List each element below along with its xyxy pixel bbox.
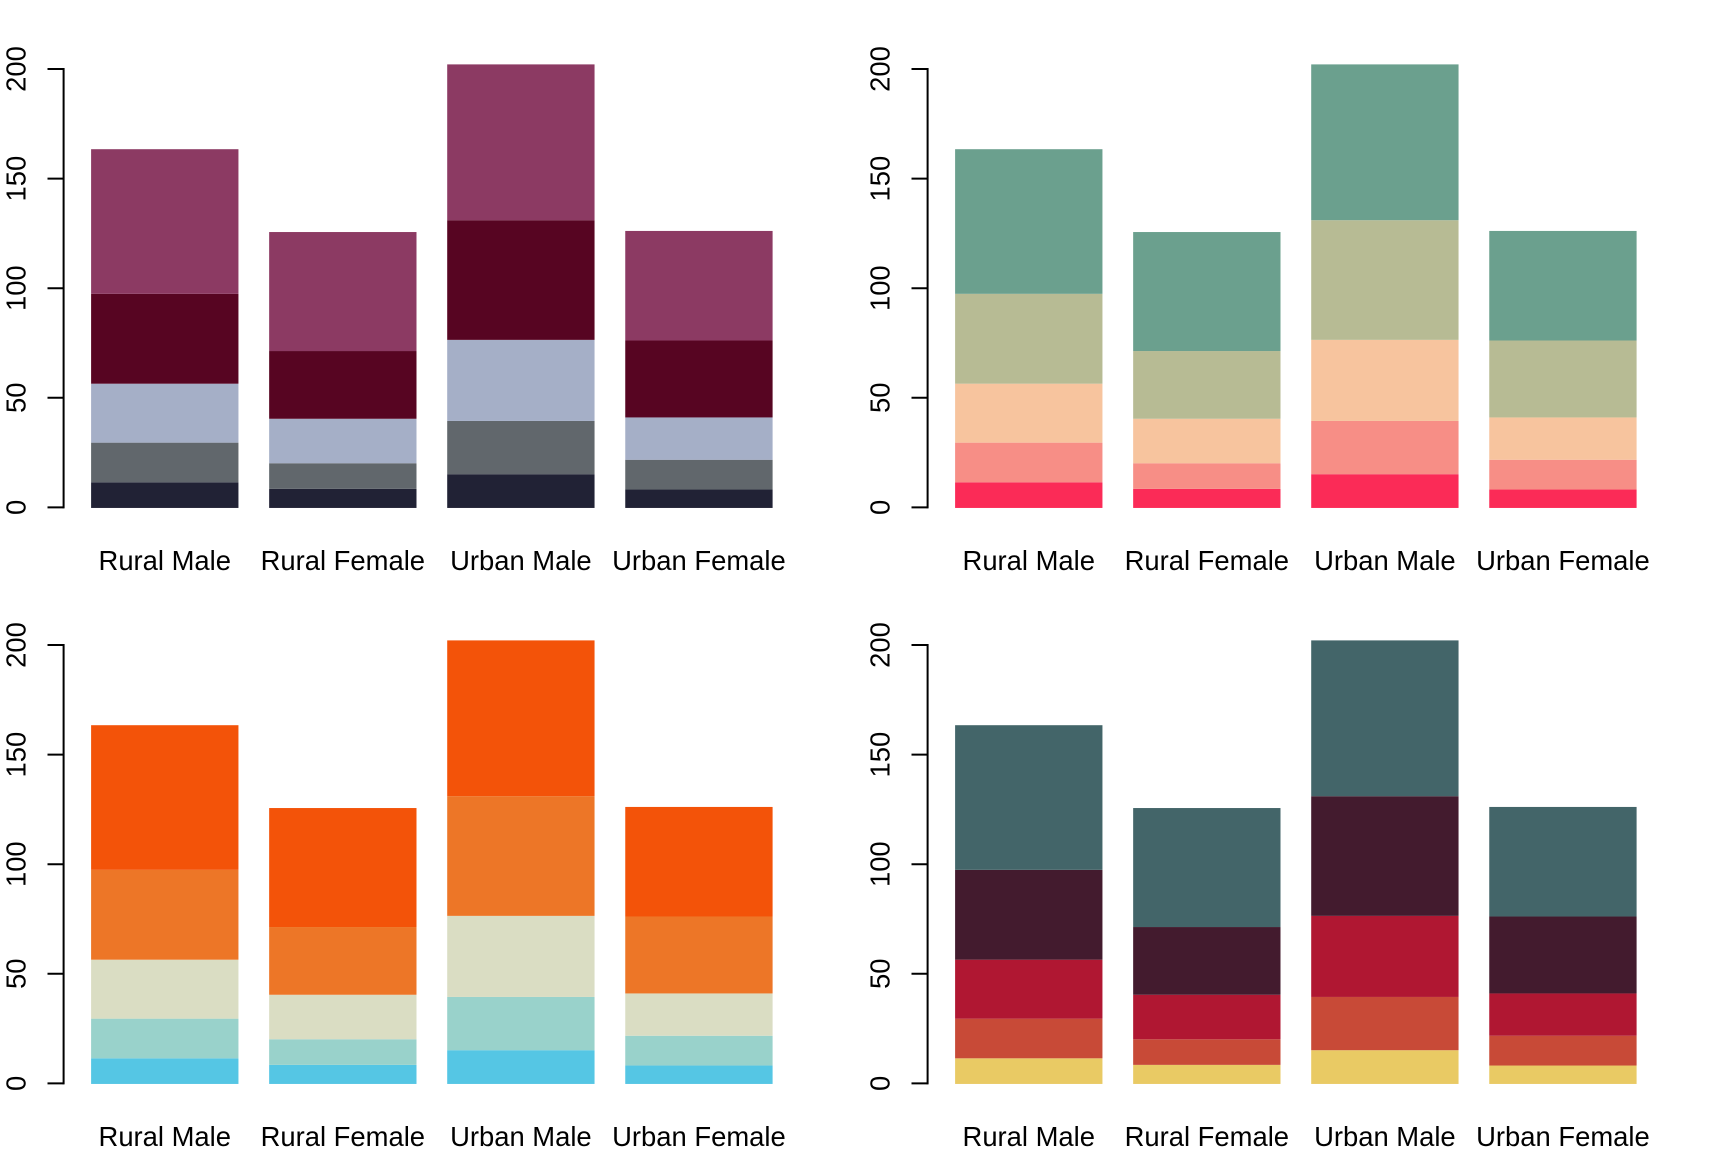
svg-text:50: 50 xyxy=(1,959,32,989)
svg-text:50: 50 xyxy=(865,959,896,989)
svg-text:Urban Female: Urban Female xyxy=(1476,545,1650,576)
svg-text:0: 0 xyxy=(865,500,896,515)
svg-text:150: 150 xyxy=(1,732,32,778)
svg-text:Rural Male: Rural Male xyxy=(963,1121,1095,1152)
svg-text:Rural Female: Rural Female xyxy=(261,545,425,576)
svg-text:Urban Male: Urban Male xyxy=(1314,545,1456,576)
svg-text:100: 100 xyxy=(865,841,896,887)
svg-text:0: 0 xyxy=(865,1076,896,1091)
svg-text:Rural Female: Rural Female xyxy=(261,1121,425,1152)
svg-text:Urban Male: Urban Male xyxy=(450,1121,592,1152)
svg-text:150: 150 xyxy=(865,156,896,202)
svg-text:200: 200 xyxy=(1,622,32,668)
svg-text:200: 200 xyxy=(865,46,896,92)
svg-text:200: 200 xyxy=(1,46,32,92)
svg-text:100: 100 xyxy=(1,841,32,887)
svg-text:Rural Male: Rural Male xyxy=(963,545,1095,576)
svg-text:0: 0 xyxy=(1,1076,32,1091)
svg-text:Urban Female: Urban Female xyxy=(612,545,786,576)
svg-text:Rural Male: Rural Male xyxy=(99,545,231,576)
svg-text:150: 150 xyxy=(1,156,32,202)
svg-text:50: 50 xyxy=(1,383,32,413)
svg-text:100: 100 xyxy=(865,265,896,311)
svg-text:Urban Male: Urban Male xyxy=(450,545,592,576)
svg-text:Rural Male: Rural Male xyxy=(99,1121,231,1152)
svg-text:Rural Female: Rural Female xyxy=(1125,545,1289,576)
svg-text:0: 0 xyxy=(1,500,32,515)
svg-text:200: 200 xyxy=(865,622,896,668)
svg-text:Urban Male: Urban Male xyxy=(1314,1121,1456,1152)
svg-text:Urban Female: Urban Female xyxy=(1476,1121,1650,1152)
svg-text:Urban Female: Urban Female xyxy=(612,1121,786,1152)
svg-text:Rural Female: Rural Female xyxy=(1125,1121,1289,1152)
svg-text:150: 150 xyxy=(865,732,896,778)
svg-text:100: 100 xyxy=(1,265,32,311)
svg-text:50: 50 xyxy=(865,383,896,413)
